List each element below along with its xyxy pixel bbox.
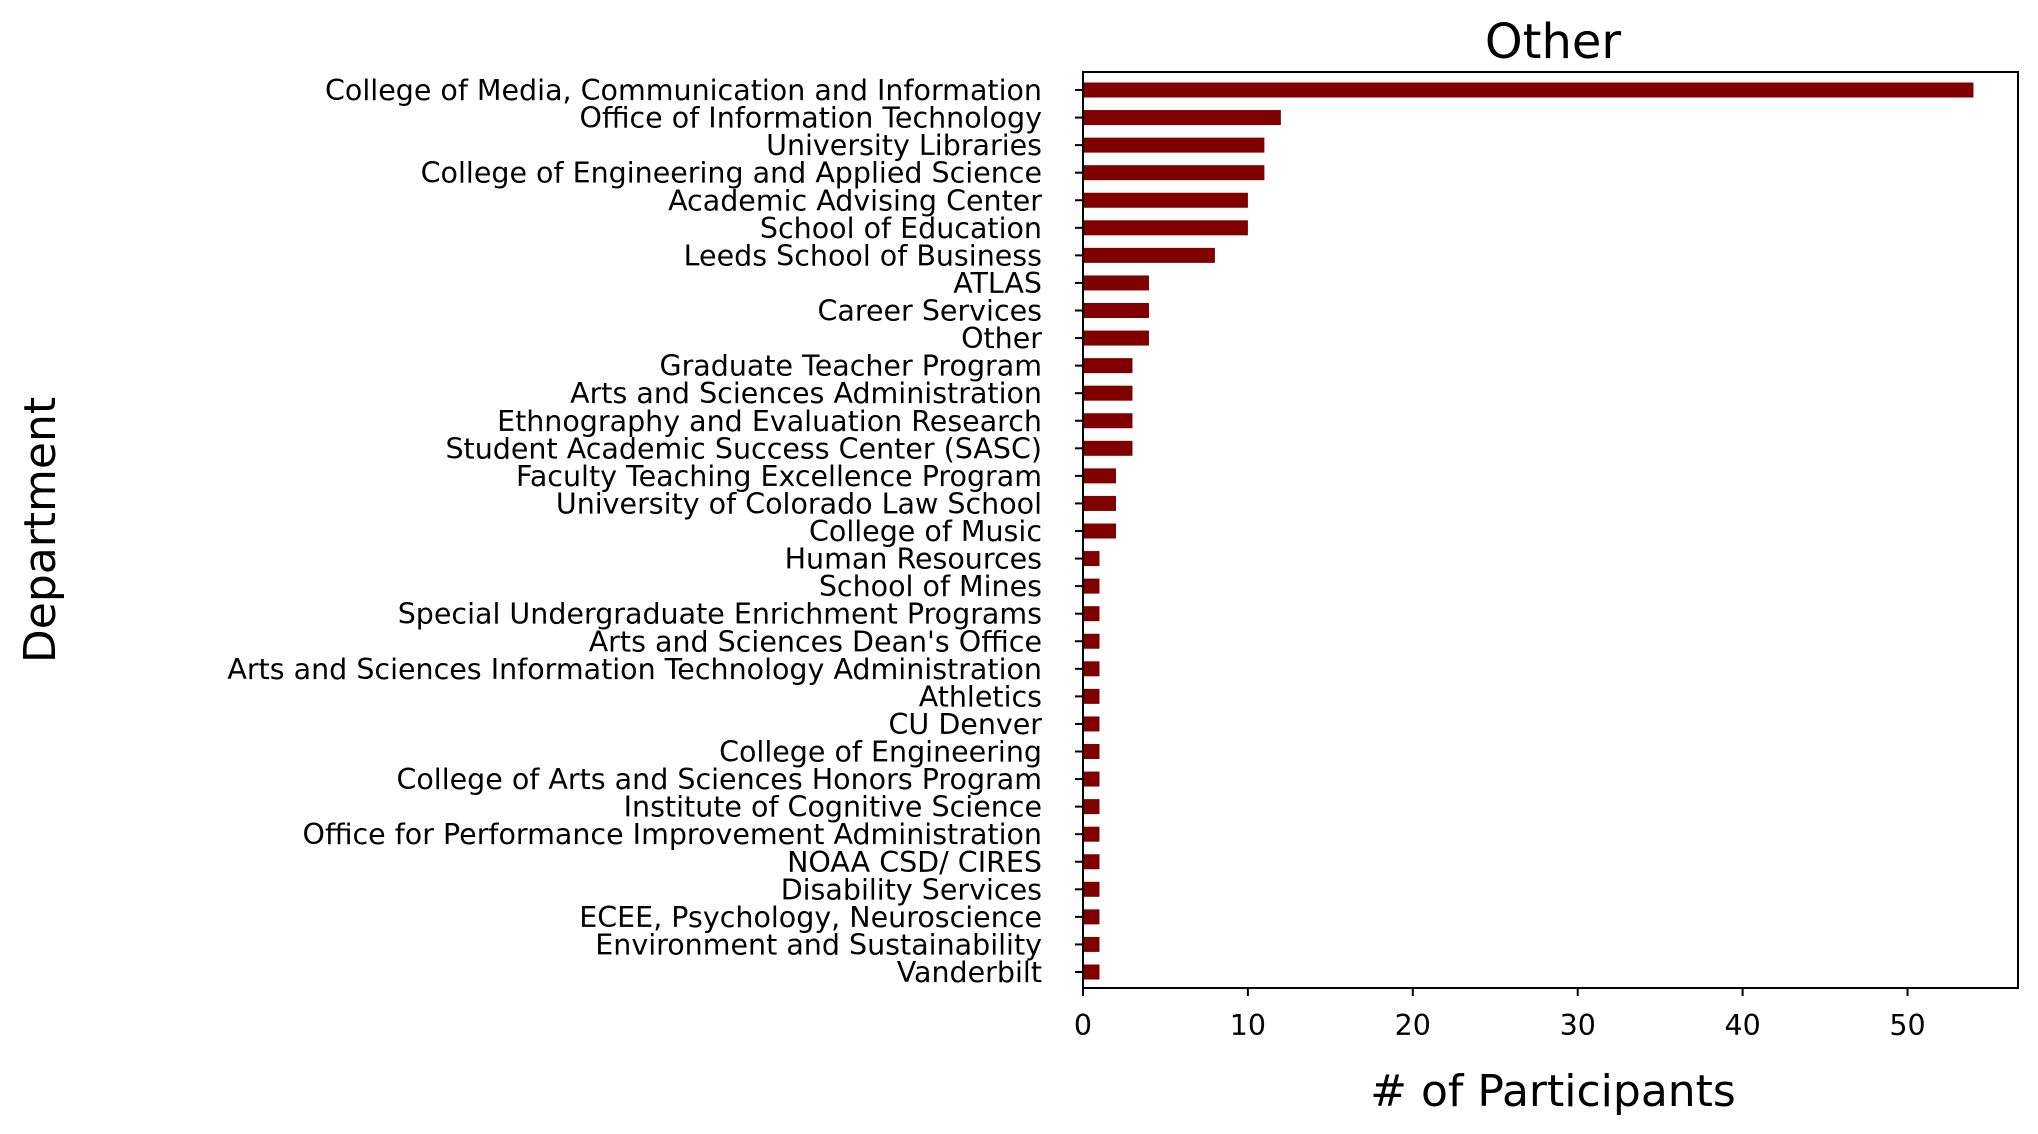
category-label: Environment and Sustainability (595, 928, 1042, 961)
category-label: Arts and Sciences Information Technology… (227, 653, 1042, 686)
bar (1083, 495, 1116, 511)
category-label: Leeds School of Business (684, 239, 1042, 272)
x-axis-title: # of Participants (1370, 1066, 1736, 1117)
category-label: Faculty Teaching Excellence Program (516, 460, 1042, 493)
x-tick-label: 0 (1074, 1009, 1092, 1042)
bar (1083, 799, 1100, 815)
category-label: School of Education (760, 212, 1042, 245)
bar (1083, 826, 1100, 842)
x-tick-label: 20 (1395, 1009, 1431, 1042)
category-label: CU Denver (889, 708, 1043, 741)
bar (1083, 744, 1100, 759)
bar (1083, 440, 1133, 456)
category-label: Academic Advising Center (668, 184, 1042, 217)
chart-title: Other (1485, 14, 1622, 70)
category-label: College of Arts and Sciences Honors Prog… (396, 763, 1042, 796)
category-label: Career Services (818, 295, 1042, 328)
category-label: School of Mines (819, 570, 1042, 603)
bar (1083, 661, 1100, 677)
category-label: University of Colorado Law School (556, 487, 1042, 520)
bar (1083, 578, 1100, 594)
bar (1083, 468, 1116, 484)
x-tick-label: 30 (1560, 1009, 1596, 1042)
bar (1083, 82, 1974, 98)
bar (1083, 137, 1265, 153)
bar (1083, 220, 1248, 236)
x-axis-ticks: 0 10 20 30 40 50 (1074, 988, 1926, 1042)
bar (1083, 909, 1100, 925)
category-label: Student Academic Success Center (SASC) (445, 432, 1042, 465)
bar (1083, 413, 1133, 429)
category-label: Arts and Sciences Dean's Office (589, 625, 1042, 658)
bar (1083, 881, 1100, 897)
category-label: ECEE, Psychology, Neuroscience (579, 901, 1042, 934)
category-label: College of Engineering and Applied Scien… (421, 157, 1042, 190)
bar (1083, 964, 1100, 980)
category-label: Vanderbilt (897, 956, 1042, 989)
bar (1083, 110, 1281, 126)
x-tick-label: 50 (1889, 1009, 1925, 1042)
bar (1083, 716, 1100, 732)
bar (1083, 330, 1149, 346)
bar (1083, 523, 1116, 539)
category-label: Human Resources (785, 543, 1042, 576)
bar (1083, 854, 1100, 870)
bar (1083, 303, 1149, 318)
category-label: Office for Performance Improvement Admin… (303, 818, 1042, 851)
category-label: Special Undergraduate Enrichment Program… (398, 598, 1042, 631)
bar (1083, 771, 1100, 787)
category-label: Ethnography and Evaluation Research (497, 405, 1042, 438)
y-axis-title: Department (15, 397, 66, 663)
category-label: Other (961, 322, 1042, 355)
category-label: Arts and Sciences Administration (570, 377, 1042, 410)
category-label: Disability Services (781, 873, 1042, 906)
category-label: Athletics (919, 680, 1042, 713)
bar (1083, 606, 1100, 622)
bar (1083, 633, 1100, 649)
bar (1083, 688, 1100, 704)
category-label: Office of Information Technology (580, 102, 1043, 135)
bar (1083, 165, 1265, 181)
bar (1083, 247, 1215, 263)
category-label: College of Music (809, 515, 1042, 548)
x-tick-label: 40 (1724, 1009, 1760, 1042)
category-labels: College of Media, Communication and Info… (227, 74, 1083, 989)
category-label: Institute of Cognitive Science (624, 791, 1042, 824)
category-label: Graduate Teacher Program (659, 350, 1042, 383)
bars-layer (1083, 82, 1974, 980)
bar (1083, 275, 1149, 291)
bar (1083, 385, 1133, 401)
bar (1083, 192, 1248, 208)
bar (1083, 358, 1133, 374)
category-label: University Libraries (766, 129, 1042, 162)
bar (1083, 936, 1100, 952)
category-label: College of Media, Communication and Info… (325, 74, 1042, 107)
plot-frame (1082, 71, 2019, 989)
bar (1083, 551, 1100, 567)
category-label: ATLAS (953, 267, 1042, 300)
category-label: College of Engineering (719, 736, 1042, 769)
category-label: NOAA CSD/ CIRES (787, 846, 1042, 879)
x-tick-label: 10 (1230, 1009, 1266, 1042)
